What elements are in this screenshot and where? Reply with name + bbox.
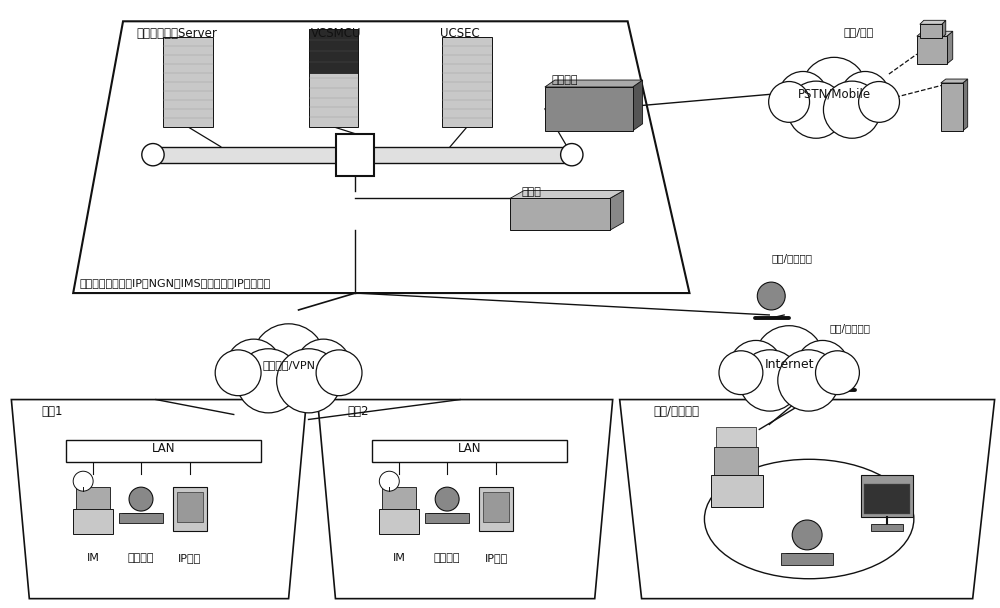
Text: LAN: LAN [458,442,481,455]
Text: VCSMCU: VCSMCU [311,27,361,40]
Circle shape [277,349,341,413]
Bar [379,509,419,534]
Bar [483,492,509,522]
Circle shape [778,350,839,411]
Circle shape [787,81,845,138]
Bar [309,29,358,127]
Polygon shape [942,20,946,38]
Text: 分支1: 分支1 [41,404,63,418]
Bar [716,427,756,447]
Text: LAN: LAN [152,442,175,455]
Bar [714,447,758,475]
Text: 视频会议: 视频会议 [128,553,154,563]
Circle shape [754,326,824,396]
Circle shape [142,143,164,166]
Text: 分支/移动办公: 分支/移动办公 [654,404,700,418]
Text: 电话/手机: 电话/手机 [844,27,874,37]
Bar [781,553,833,565]
Text: 客户/合作伙伴: 客户/合作伙伴 [771,254,812,263]
Bar [510,198,610,230]
Polygon shape [947,31,953,64]
Circle shape [296,339,351,394]
Polygon shape [633,80,643,131]
Circle shape [719,351,763,395]
Bar [163,37,213,127]
Text: IM: IM [393,553,406,563]
Circle shape [792,520,822,550]
Bar [66,440,261,462]
Text: UCSEC: UCSEC [440,27,480,40]
Circle shape [825,354,853,382]
Circle shape [561,143,583,166]
Bar [425,513,469,523]
Circle shape [236,349,301,413]
Bar [941,83,963,131]
Bar [917,36,947,64]
Text: 企业内网/VPN: 企业内网/VPN [262,360,315,370]
Text: Internet: Internet [764,358,814,371]
Circle shape [226,339,281,394]
Circle shape [796,340,849,393]
Bar [173,487,207,531]
Bar [177,492,203,522]
Polygon shape [510,190,624,198]
Circle shape [859,81,899,122]
Text: IP电话: IP电话 [484,553,508,563]
Text: 会议管理系统Server: 会议管理系统Server [136,27,217,40]
Bar [153,147,572,163]
Circle shape [823,81,881,138]
Bar [479,487,513,531]
Text: 防火墙: 防火墙 [522,187,542,196]
Polygon shape [963,79,968,131]
Polygon shape [941,79,968,83]
Bar [545,87,633,131]
Bar [861,475,913,517]
Text: PSTN/Mobile: PSTN/Mobile [798,88,871,100]
Text: 会议平台（支持绯IP，NGN，IMS三种架构，IP为首选）: 会议平台（支持绯IP，NGN，IMS三种架构，IP为首选） [79,278,270,288]
Bar [943,95,961,123]
Bar [920,24,942,38]
Circle shape [769,81,810,122]
Circle shape [73,471,93,491]
Polygon shape [610,190,624,230]
Text: 客户/合作伙伴: 客户/合作伙伴 [829,323,870,333]
Circle shape [379,471,399,491]
Polygon shape [917,31,953,36]
Bar [442,37,492,127]
Circle shape [215,350,261,396]
Circle shape [316,350,362,396]
Text: 分支2: 分支2 [347,404,369,418]
Bar [119,513,163,523]
Bar [336,134,374,176]
Circle shape [757,282,785,310]
Bar [372,440,567,462]
Bar [73,509,113,534]
Bar [864,484,910,514]
Circle shape [841,72,890,120]
Text: 视频会议: 视频会议 [434,553,460,563]
Bar [382,487,416,509]
Circle shape [778,72,828,120]
Text: IM: IM [87,553,100,563]
Circle shape [739,350,801,411]
Text: IP电话: IP电话 [178,553,201,563]
Circle shape [129,487,153,511]
Bar [309,29,358,73]
Circle shape [801,57,867,123]
Circle shape [816,351,859,395]
Polygon shape [920,20,946,24]
Polygon shape [545,80,643,87]
Bar [711,475,763,507]
Bar [76,487,110,509]
Circle shape [730,340,782,393]
Text: 电话网关: 电话网关 [552,75,578,85]
Circle shape [252,324,325,397]
Circle shape [435,487,459,511]
Bar [871,524,903,531]
